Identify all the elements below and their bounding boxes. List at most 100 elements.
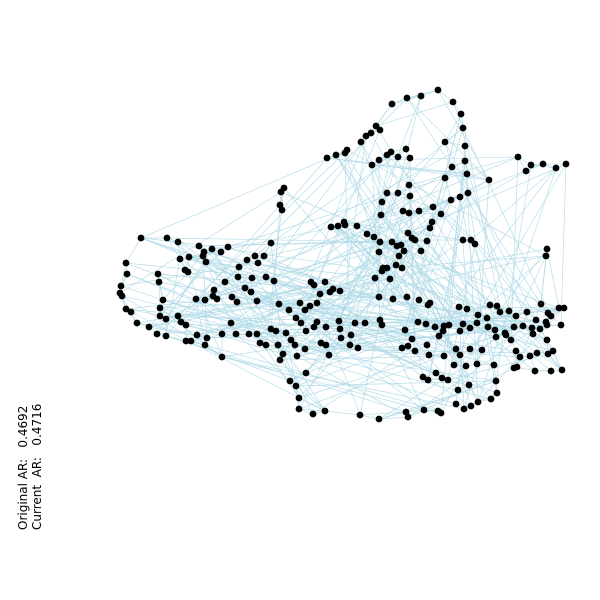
graph-node xyxy=(272,327,280,335)
graph-node xyxy=(542,252,550,260)
graph-node xyxy=(133,319,141,327)
graph-edge xyxy=(346,149,547,257)
graph-edge xyxy=(459,327,471,356)
graph-node xyxy=(302,327,310,335)
graph-node xyxy=(325,351,333,359)
graph-node xyxy=(233,298,241,306)
graph-node xyxy=(435,332,443,340)
graph-edge xyxy=(273,151,392,282)
graph-node xyxy=(492,377,500,385)
graph-node xyxy=(537,300,545,308)
graph-node xyxy=(513,363,521,371)
graph-node xyxy=(473,360,481,368)
graph-node xyxy=(208,245,216,253)
graph-edge xyxy=(407,307,565,418)
graph-node xyxy=(218,330,226,338)
graph-node xyxy=(118,292,126,300)
graph-edge xyxy=(166,237,393,243)
graph-node xyxy=(395,252,403,260)
graph-node xyxy=(455,303,463,311)
graph-node xyxy=(425,351,433,359)
graph-edge xyxy=(265,276,383,326)
graph-node xyxy=(295,405,303,413)
graph-edge xyxy=(203,251,420,301)
graph-node xyxy=(490,361,498,369)
graph-node xyxy=(459,320,467,328)
graph-node xyxy=(439,327,447,335)
graph-node xyxy=(221,278,229,286)
graph-node xyxy=(457,110,465,118)
graph-node xyxy=(277,188,285,196)
graph-edge xyxy=(256,333,409,418)
graph-node xyxy=(549,347,557,355)
graph-edge xyxy=(401,267,424,378)
graph-edge xyxy=(366,163,544,235)
graph-node xyxy=(437,409,445,417)
graph-node xyxy=(377,211,385,219)
graph-node xyxy=(353,222,361,230)
graph-edge xyxy=(486,317,552,372)
graph-edge xyxy=(337,225,467,367)
graph-edge xyxy=(469,248,548,350)
graph-edge xyxy=(162,299,277,332)
graph-node xyxy=(346,341,354,349)
graph-edge xyxy=(263,145,466,257)
graph-node xyxy=(460,405,468,413)
graph-node xyxy=(558,366,566,374)
graph-node xyxy=(159,296,167,304)
graph-node xyxy=(448,163,456,171)
graph-node xyxy=(449,98,457,106)
graph-node xyxy=(217,248,225,256)
graph-node xyxy=(306,302,314,310)
graph-edge xyxy=(444,141,453,168)
graph-node xyxy=(321,278,329,286)
graph-node xyxy=(505,307,513,315)
graph-node xyxy=(313,299,321,307)
graph-node xyxy=(393,242,401,250)
graph-node xyxy=(526,352,534,360)
graph-edge xyxy=(187,271,223,358)
graph-node xyxy=(378,321,386,329)
graph-edge xyxy=(330,226,492,400)
graph-node xyxy=(301,306,309,314)
graph-node xyxy=(394,153,402,161)
graph-node xyxy=(267,239,275,247)
graph-edge xyxy=(339,135,367,330)
graph-node xyxy=(528,324,536,332)
graph-node xyxy=(276,356,284,364)
graph-node xyxy=(163,234,171,242)
graph-node xyxy=(512,312,520,320)
graph-node xyxy=(202,258,210,266)
graph-node xyxy=(285,306,293,314)
graph-node xyxy=(474,311,482,319)
graph-node xyxy=(452,345,460,353)
graph-edge xyxy=(434,167,557,328)
graph-edge xyxy=(467,179,490,194)
graph-node xyxy=(368,161,376,169)
graph-node xyxy=(486,301,494,309)
graph-node xyxy=(182,337,190,345)
graph-node xyxy=(406,192,414,200)
graph-node xyxy=(392,261,400,269)
graph-node xyxy=(174,238,182,246)
graph-node xyxy=(422,320,430,328)
graph-node xyxy=(329,285,337,293)
graph-edge xyxy=(165,258,181,337)
graph-node xyxy=(322,341,330,349)
graph-edge xyxy=(332,248,548,290)
graph-node xyxy=(531,367,539,375)
graph-node xyxy=(354,344,362,352)
graph-edge xyxy=(470,239,501,313)
graph-node xyxy=(493,389,501,397)
graph-edge xyxy=(343,221,464,241)
graph-node xyxy=(426,224,434,232)
graph-node xyxy=(462,362,470,370)
graph-edge xyxy=(159,296,380,309)
graph-node xyxy=(467,402,475,410)
graph-edge xyxy=(227,246,326,283)
graph-edge xyxy=(156,315,179,335)
graph-edge xyxy=(462,127,552,317)
graph-node xyxy=(404,342,412,350)
original-ar-label: Original AR: 0.4692 xyxy=(16,405,30,530)
graph-node xyxy=(274,341,282,349)
